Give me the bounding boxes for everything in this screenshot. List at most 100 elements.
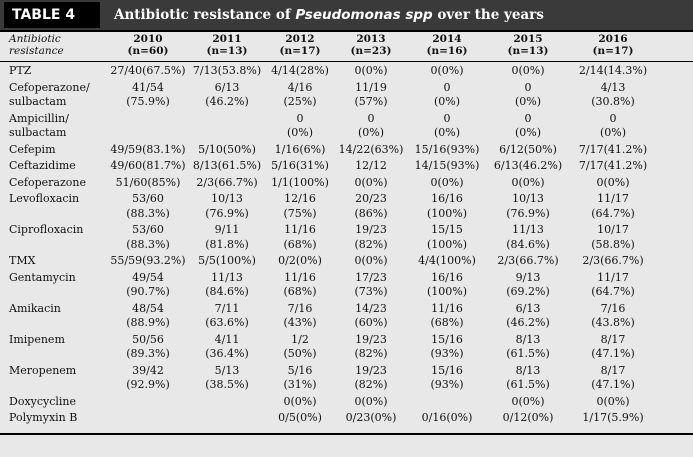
resistance-value: (47.1%) bbox=[591, 378, 635, 391]
antibiotic-name: Cefoperazone bbox=[9, 175, 86, 189]
resistance-value: 0(0%) bbox=[430, 175, 464, 189]
resistance-value: (88.3%) bbox=[126, 237, 170, 251]
year-label: 2012 bbox=[285, 33, 315, 45]
resistance-value: 4/4(100%) bbox=[418, 254, 476, 267]
resistance-value: 11/16 bbox=[284, 270, 316, 284]
resistance-value: 0 bbox=[609, 111, 617, 125]
resistance-value: 0 bbox=[443, 80, 451, 94]
sample-size-label: (n=23) bbox=[350, 45, 392, 57]
resistance-value: (46.2%) bbox=[506, 316, 550, 329]
resistance-value: (68%) bbox=[430, 316, 464, 329]
resistance-value: 12/12 bbox=[355, 159, 387, 172]
resistance-value: 8/13(61.5%) bbox=[192, 159, 262, 172]
resistance-value: (47.1%) bbox=[591, 347, 635, 360]
resistance-value: 7/17(41.2%) bbox=[578, 159, 648, 172]
resistance-value: 5/16 bbox=[287, 363, 313, 377]
resistance-value: (90.7%) bbox=[126, 285, 170, 298]
header-rule bbox=[0, 30, 693, 32]
resistance-value: 0(0%) bbox=[354, 394, 388, 408]
resistance-value: 11/13 bbox=[211, 270, 243, 284]
resistance-value: 0(0%) bbox=[596, 394, 630, 408]
resistance-value: 1/17(5.9%) bbox=[582, 411, 644, 424]
resistance-value: 4/13 bbox=[600, 80, 626, 94]
antibiotic-name: Gentamycin bbox=[9, 270, 76, 284]
resistance-value: 6/13 bbox=[214, 80, 240, 94]
resistance-value: (88.3%) bbox=[126, 206, 170, 220]
resistance-value: 17/23 bbox=[355, 270, 387, 284]
resistance-value: 19/23 bbox=[355, 223, 387, 236]
resistance-value: (25%) bbox=[283, 95, 317, 108]
resistance-value: 11/17 bbox=[597, 270, 629, 284]
resistance-value: (50%) bbox=[283, 347, 317, 360]
resistance-value: (100%) bbox=[426, 237, 468, 251]
resistance-value: 12/16 bbox=[284, 192, 316, 205]
antibiotic-name: sulbactam bbox=[9, 95, 67, 108]
resistance-value: (58.8%) bbox=[591, 237, 635, 251]
antibiotic-name: Levofloxacin bbox=[9, 192, 80, 205]
resistance-value: 4/14(28%) bbox=[271, 64, 329, 77]
resistance-value: (100%) bbox=[426, 206, 468, 220]
resistance-value: 7/17(41.2%) bbox=[578, 142, 648, 156]
antibiotic-name: Doxycycline bbox=[9, 394, 77, 408]
resistance-value: (0%) bbox=[433, 126, 461, 139]
resistance-value: 20/23 bbox=[355, 192, 387, 205]
resistance-value: (60%) bbox=[354, 316, 388, 329]
resistance-value: 15/16 bbox=[431, 363, 463, 377]
resistance-value: 27/40(67.5%) bbox=[110, 64, 186, 77]
resistance-value: 8/17 bbox=[600, 363, 626, 377]
resistance-value: (100%) bbox=[426, 285, 468, 298]
resistance-value: (86%) bbox=[354, 206, 388, 220]
table-row: TMX 55/59(93.2%) 5/5(100%) 0/2(0%) 0(0%) 4/4(… bbox=[0, 254, 693, 271]
resistance-value: 0 bbox=[296, 111, 304, 125]
antibiotic-header-line2: resistance bbox=[9, 45, 64, 57]
table-row: Amikacin 48/54 (88.9%) 7/11 (63.6%) 7/16 (43%)… bbox=[0, 302, 693, 333]
resistance-value: 0(0%) bbox=[283, 394, 317, 408]
resistance-value: 6/12(50%) bbox=[499, 142, 557, 156]
resistance-value: (30.8%) bbox=[591, 95, 635, 108]
resistance-value: 0 bbox=[524, 111, 532, 125]
column-header-row: Antibiotic resistance 2010 (n=60) 2011 (n=1… bbox=[0, 33, 693, 61]
resistance-value: 2/3(66.7%) bbox=[497, 254, 559, 267]
resistance-value: (0%) bbox=[357, 126, 385, 139]
sample-size-label: (n=17) bbox=[279, 45, 321, 57]
table-row: Polymyxin B 0/5(0%) 0/23(0%) 0/16(0%) 0/12(0… bbox=[0, 411, 693, 428]
antibiotic-name: Amikacin bbox=[9, 301, 61, 315]
resistance-value: 5/16(31%) bbox=[271, 159, 329, 172]
resistance-value: (93%) bbox=[430, 347, 464, 360]
resistance-value: (57%) bbox=[354, 95, 388, 108]
resistance-value: 14/23 bbox=[355, 301, 387, 315]
resistance-value: (84.6%) bbox=[506, 237, 550, 251]
year-label: 2013 bbox=[356, 33, 386, 45]
resistance-value: (36.4%) bbox=[205, 347, 249, 360]
antibiotic-name: Ampicillin/ bbox=[9, 111, 69, 125]
resistance-value: (81.8%) bbox=[205, 237, 249, 251]
resistance-value: (84.6%) bbox=[205, 285, 249, 298]
table-number-label: TABLE 4 bbox=[4, 2, 100, 28]
resistance-value: 7/11 bbox=[214, 301, 240, 315]
resistance-value: (92.9%) bbox=[126, 378, 170, 391]
resistance-value: 0/5(0%) bbox=[278, 411, 322, 424]
table-row: Levofloxacin 53/60 (88.3%) 10/13 (76.9%) 12/1… bbox=[0, 192, 693, 223]
resistance-value: 7/16 bbox=[287, 301, 313, 315]
antibiotic-name: Polymyxin B bbox=[9, 411, 78, 424]
resistance-value: (76.9%) bbox=[506, 206, 550, 220]
table-bottom-rule bbox=[0, 433, 693, 435]
antibiotic-name: Meropenem bbox=[9, 363, 77, 377]
sample-size-label: (n=13) bbox=[206, 45, 248, 57]
table-row: Ciprofloxacin 53/60 (88.3%) 9/11 (81.8%) 11/1… bbox=[0, 223, 693, 254]
table-title: Antibiotic resistance of Pseudomonas spp… bbox=[114, 0, 544, 30]
table-row: PTZ 27/40(67.5%) 7/13(53.8%) 4/14(28%) 0(0%)… bbox=[0, 64, 693, 81]
resistance-value: 0(0%) bbox=[354, 64, 388, 77]
resistance-value: 0(0%) bbox=[354, 175, 388, 189]
footer-band bbox=[0, 435, 693, 457]
resistance-value: 0(0%) bbox=[596, 175, 630, 189]
resistance-value: 8/13 bbox=[515, 332, 541, 346]
resistance-value: (43.8%) bbox=[591, 316, 635, 329]
resistance-value: 55/59(93.2%) bbox=[110, 254, 186, 267]
year-label: 2010 bbox=[133, 33, 163, 45]
resistance-value: 4/16 bbox=[287, 80, 313, 94]
table-row: Cefoperazone 51/60(85%) 2/3(66.7%) 1/1(100%… bbox=[0, 176, 693, 193]
resistance-value: (68%) bbox=[283, 237, 317, 251]
resistance-value: 0(0%) bbox=[511, 394, 545, 408]
